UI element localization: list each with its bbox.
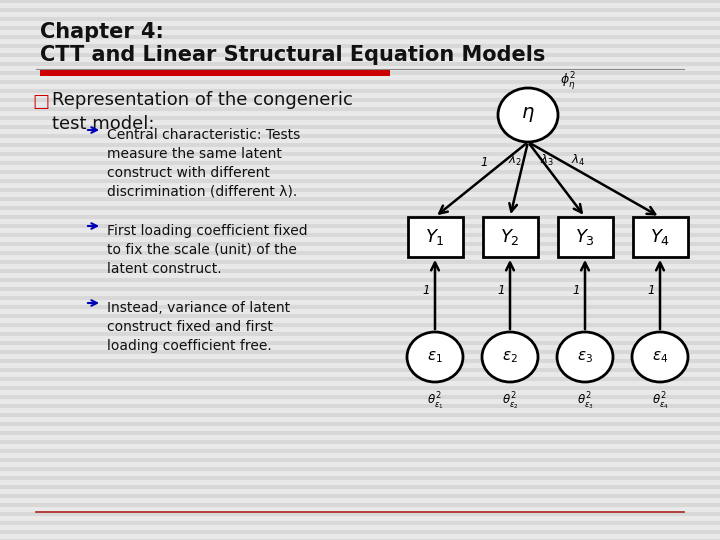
Text: CTT and Linear Structural Equation Models: CTT and Linear Structural Equation Model…: [40, 45, 545, 65]
Text: Central characteristic: Tests
measure the same latent
construct with different
d: Central characteristic: Tests measure th…: [107, 128, 300, 199]
Text: $Y_1$: $Y_1$: [425, 227, 445, 247]
FancyBboxPatch shape: [408, 217, 462, 257]
Text: $\eta$: $\eta$: [521, 105, 535, 125]
Ellipse shape: [407, 332, 463, 382]
Ellipse shape: [498, 88, 558, 142]
Text: $\theta_{\varepsilon_3}^2$: $\theta_{\varepsilon_3}^2$: [577, 390, 593, 411]
Text: Chapter 4:: Chapter 4:: [40, 22, 164, 42]
Text: 1: 1: [422, 284, 430, 297]
Text: 1: 1: [572, 284, 580, 297]
Text: 1: 1: [480, 156, 487, 168]
Text: $\phi_\eta^2$: $\phi_\eta^2$: [560, 70, 576, 92]
Text: $\lambda_3$: $\lambda_3$: [540, 153, 554, 168]
Text: $Y_3$: $Y_3$: [575, 227, 595, 247]
Bar: [40, 69, 390, 76]
Text: $\varepsilon_2$: $\varepsilon_2$: [502, 349, 518, 365]
Text: $\theta_{\varepsilon_4}^2$: $\theta_{\varepsilon_4}^2$: [652, 390, 668, 411]
Ellipse shape: [482, 332, 538, 382]
Text: 1: 1: [647, 284, 654, 297]
Text: 1: 1: [498, 284, 505, 297]
Ellipse shape: [557, 332, 613, 382]
Text: $\theta_{\varepsilon_1}^2$: $\theta_{\varepsilon_1}^2$: [427, 390, 444, 411]
Text: $\varepsilon_4$: $\varepsilon_4$: [652, 349, 668, 365]
FancyBboxPatch shape: [482, 217, 538, 257]
FancyBboxPatch shape: [632, 217, 688, 257]
Text: First loading coefficient fixed
to fix the scale (unit) of the
latent construct.: First loading coefficient fixed to fix t…: [107, 224, 307, 276]
Text: Instead, variance of latent
construct fixed and first
loading coefficient free.: Instead, variance of latent construct fi…: [107, 301, 290, 353]
Text: $\varepsilon_3$: $\varepsilon_3$: [577, 349, 593, 365]
FancyBboxPatch shape: [557, 217, 613, 257]
Text: Representation of the congeneric
test model:: Representation of the congeneric test mo…: [52, 91, 353, 133]
Ellipse shape: [632, 332, 688, 382]
Text: $Y_2$: $Y_2$: [500, 227, 520, 247]
Text: $\theta_{\varepsilon_2}^2$: $\theta_{\varepsilon_2}^2$: [502, 390, 518, 411]
Text: $\lambda_4$: $\lambda_4$: [572, 153, 585, 168]
Text: $\lambda_2$: $\lambda_2$: [508, 153, 523, 168]
Text: $Y_4$: $Y_4$: [650, 227, 670, 247]
Text: $\varepsilon_1$: $\varepsilon_1$: [427, 349, 443, 365]
Text: □: □: [32, 93, 49, 111]
